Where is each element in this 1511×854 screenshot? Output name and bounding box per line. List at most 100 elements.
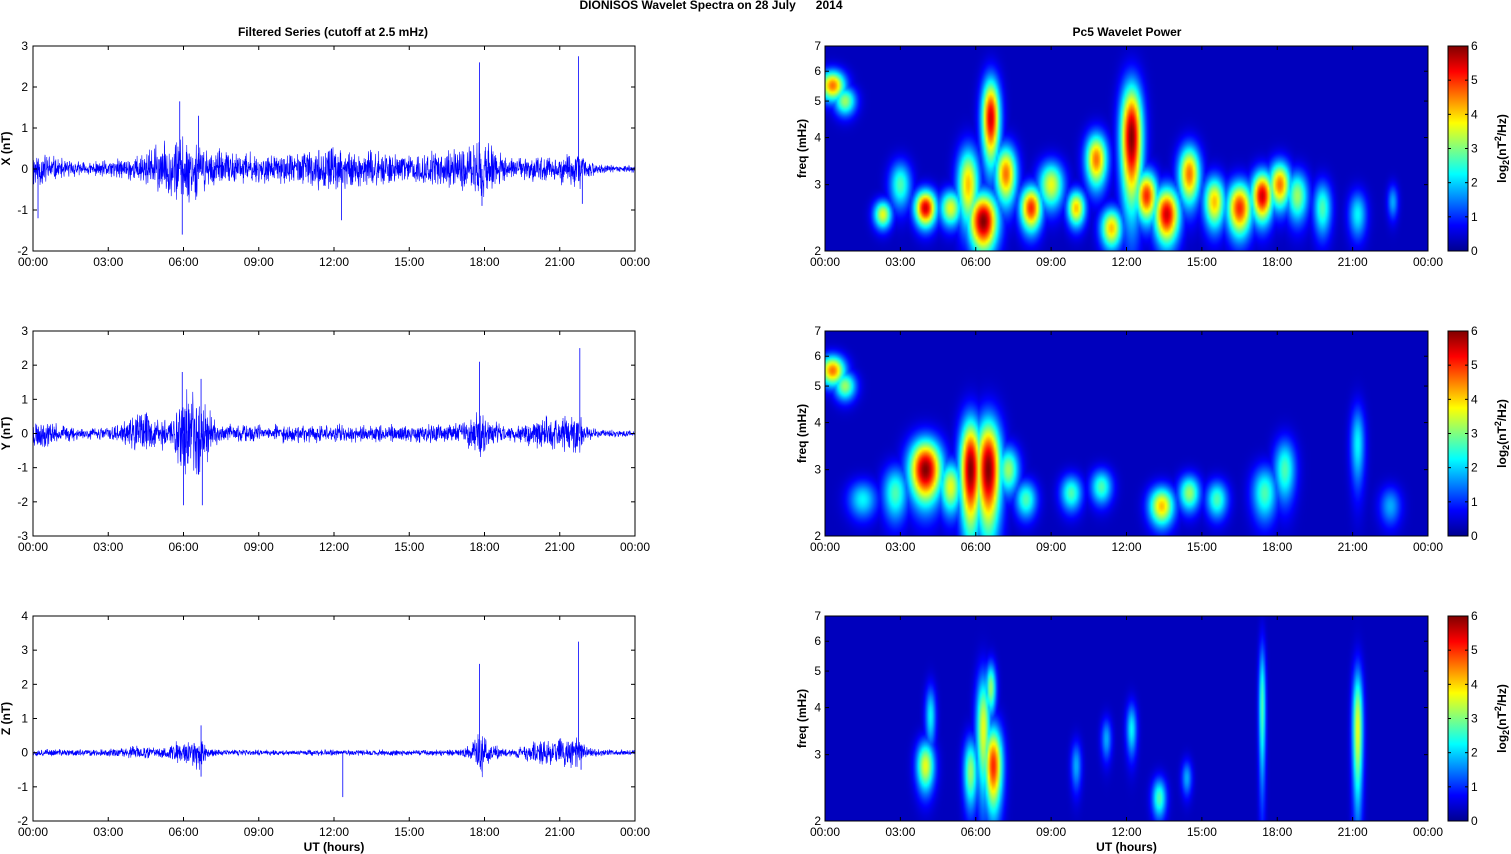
- wz-colorbar-tick-label: 0: [1471, 814, 1478, 828]
- figure-title: DIONISOS Wavelet Spectra on 28 July 2014: [580, 0, 843, 12]
- z-xtick-label: 00:00: [620, 825, 650, 839]
- wy-xtick-label: 15:00: [1187, 540, 1217, 554]
- z-trace: [32, 734, 636, 778]
- z-xtick-label: 15:00: [394, 825, 424, 839]
- wy-ytick-label: 7: [814, 324, 821, 338]
- wy-colorbar-tick-label: 5: [1471, 358, 1478, 372]
- wx-xtick-label: 00:00: [1413, 255, 1443, 269]
- x-xtick-label: 21:00: [545, 255, 575, 269]
- wy-colorbar-label: log2(nT2/Hz): [1493, 399, 1511, 468]
- wz-xtick-label: 00:00: [1413, 825, 1443, 839]
- y-ytick-label: -1: [17, 461, 28, 475]
- wx-colorbar-tick-label: 0: [1471, 244, 1478, 258]
- wy-xtick-label: 00:00: [810, 540, 840, 554]
- z-ytick-label: 1: [21, 712, 28, 726]
- wx-ytick-label: 3: [814, 178, 821, 192]
- wz-colorbar-tick-label: 5: [1471, 643, 1478, 657]
- wx-colorbar-tick-label: 5: [1471, 73, 1478, 87]
- x-xtick-label: 00:00: [18, 255, 48, 269]
- wz-ytick-label: 6: [814, 634, 821, 648]
- x-xtick-label: 18:00: [469, 255, 499, 269]
- z-xlabel: UT (hours): [304, 840, 365, 854]
- y-xtick-label: 09:00: [244, 540, 274, 554]
- wy-power-map: [825, 331, 1428, 536]
- x-plot-area: [33, 46, 635, 251]
- z-xtick-label: 03:00: [93, 825, 123, 839]
- y-ytick-label: -3: [17, 529, 28, 543]
- x-ytick-label: 3: [21, 39, 28, 53]
- wz-xtick-label: 00:00: [810, 825, 840, 839]
- wx-ytick-label: 5: [814, 94, 821, 108]
- x-xtick-label: 00:00: [620, 255, 650, 269]
- wx-colorbar-tick-label: 4: [1471, 107, 1478, 121]
- wy-colorbar-tick-label: 4: [1471, 392, 1478, 406]
- z-ytick-label: 4: [21, 609, 28, 623]
- panels: -2 -1 0 1 2 3 00:00 03:00 06:00 09:00 12:00 15:00 18…: [0, 39, 1511, 854]
- wz-colorbar: 0 1 2 3 4 5 6 log2(nT2/Hz): [1447, 609, 1511, 828]
- wz-ytick-label: 7: [814, 609, 821, 623]
- wx-ytick-label: 4: [814, 131, 821, 145]
- z-ytick-label: 3: [21, 643, 28, 657]
- wz-colorbar-tick-label: 2: [1471, 746, 1478, 760]
- wz-xtick-label: 15:00: [1187, 825, 1217, 839]
- wy-xtick-label: 06:00: [961, 540, 991, 554]
- x-xtick-label: 09:00: [244, 255, 274, 269]
- wx-colorbar-tick-label: 1: [1471, 210, 1478, 224]
- wz-ylabel: freq (mHz): [795, 689, 809, 748]
- wz-xtick-label: 12:00: [1111, 825, 1141, 839]
- wx-xtick-label: 15:00: [1187, 255, 1217, 269]
- wx-colorbar-label: log2(nT2/Hz): [1493, 114, 1511, 183]
- wz-xtick-label: 18:00: [1262, 825, 1292, 839]
- x-trace: [32, 136, 636, 203]
- x-xtick-label: 03:00: [93, 255, 123, 269]
- x-xtick-label: 06:00: [168, 255, 198, 269]
- z-plot-area: [33, 616, 635, 821]
- wx-xtick-label: 12:00: [1111, 255, 1141, 269]
- wz-power-map: [825, 616, 1428, 821]
- wx-colorbar-tick-label: 2: [1471, 176, 1478, 190]
- y-ytick-label: 0: [21, 427, 28, 441]
- x-ylabel: X (nT): [0, 132, 13, 166]
- wx-colorbar-tick-label: 6: [1471, 39, 1478, 53]
- y-xtick-label: 00:00: [620, 540, 650, 554]
- y-xtick-label: 21:00: [545, 540, 575, 554]
- wy-colorbar-tick-label: 0: [1471, 529, 1478, 543]
- x-ytick-label: 1: [21, 121, 28, 135]
- wx-ytick-label: 7: [814, 39, 821, 53]
- panel-y-series: -3 -2 -1 0 1 2 3 00:00 03:00 06:00 09:00 12:00 15:00…: [0, 324, 650, 554]
- y-xtick-label: 18:00: [469, 540, 499, 554]
- y-ytick-label: 2: [21, 358, 28, 372]
- wz-xtick-label: 21:00: [1338, 825, 1368, 839]
- wy-xtick-label: 18:00: [1262, 540, 1292, 554]
- wy-xtick-label: 21:00: [1338, 540, 1368, 554]
- wx-ytick-label: 6: [814, 64, 821, 78]
- wz-xlabel: UT (hours): [1096, 840, 1157, 854]
- z-xtick-label: 21:00: [545, 825, 575, 839]
- wx-xtick-label: 00:00: [810, 255, 840, 269]
- wz-xtick-label: 03:00: [885, 825, 915, 839]
- wx-xtick-label: 06:00: [961, 255, 991, 269]
- wy-ytick-label: 6: [814, 349, 821, 363]
- z-ytick-label: 2: [21, 677, 28, 691]
- panel-z-series: -2 -1 0 1 2 3 4 00:00 03:00 06:00 09:00 12:00 15:00 1…: [0, 609, 650, 854]
- wz-ytick-label: 3: [814, 748, 821, 762]
- y-xtick-label: 03:00: [93, 540, 123, 554]
- z-xtick-label: 06:00: [168, 825, 198, 839]
- z-xtick-label: 18:00: [469, 825, 499, 839]
- wz-xtick-label: 06:00: [961, 825, 991, 839]
- y-xtick-label: 06:00: [168, 540, 198, 554]
- wx-xtick-label: 18:00: [1262, 255, 1292, 269]
- z-ytick-label: 0: [21, 746, 28, 760]
- wx-colorbar: 0 1 2 3 4 5 6 log2(nT2/Hz): [1447, 39, 1511, 258]
- wx-colorbar-tick-label: 3: [1471, 142, 1478, 156]
- z-xtick-label: 00:00: [18, 825, 48, 839]
- wy-colorbar-tick-label: 2: [1471, 461, 1478, 475]
- left-column-title: Filtered Series (cutoff at 2.5 mHz): [238, 25, 428, 39]
- wy-ytick-label: 5: [814, 379, 821, 393]
- wz-ytick-label: 4: [814, 701, 821, 715]
- wx-xtick-label: 03:00: [885, 255, 915, 269]
- wz-colorbar-label: log2(nT2/Hz): [1493, 684, 1511, 753]
- y-ytick-label: 1: [21, 392, 28, 406]
- y-ylabel: Y (nT): [0, 417, 13, 451]
